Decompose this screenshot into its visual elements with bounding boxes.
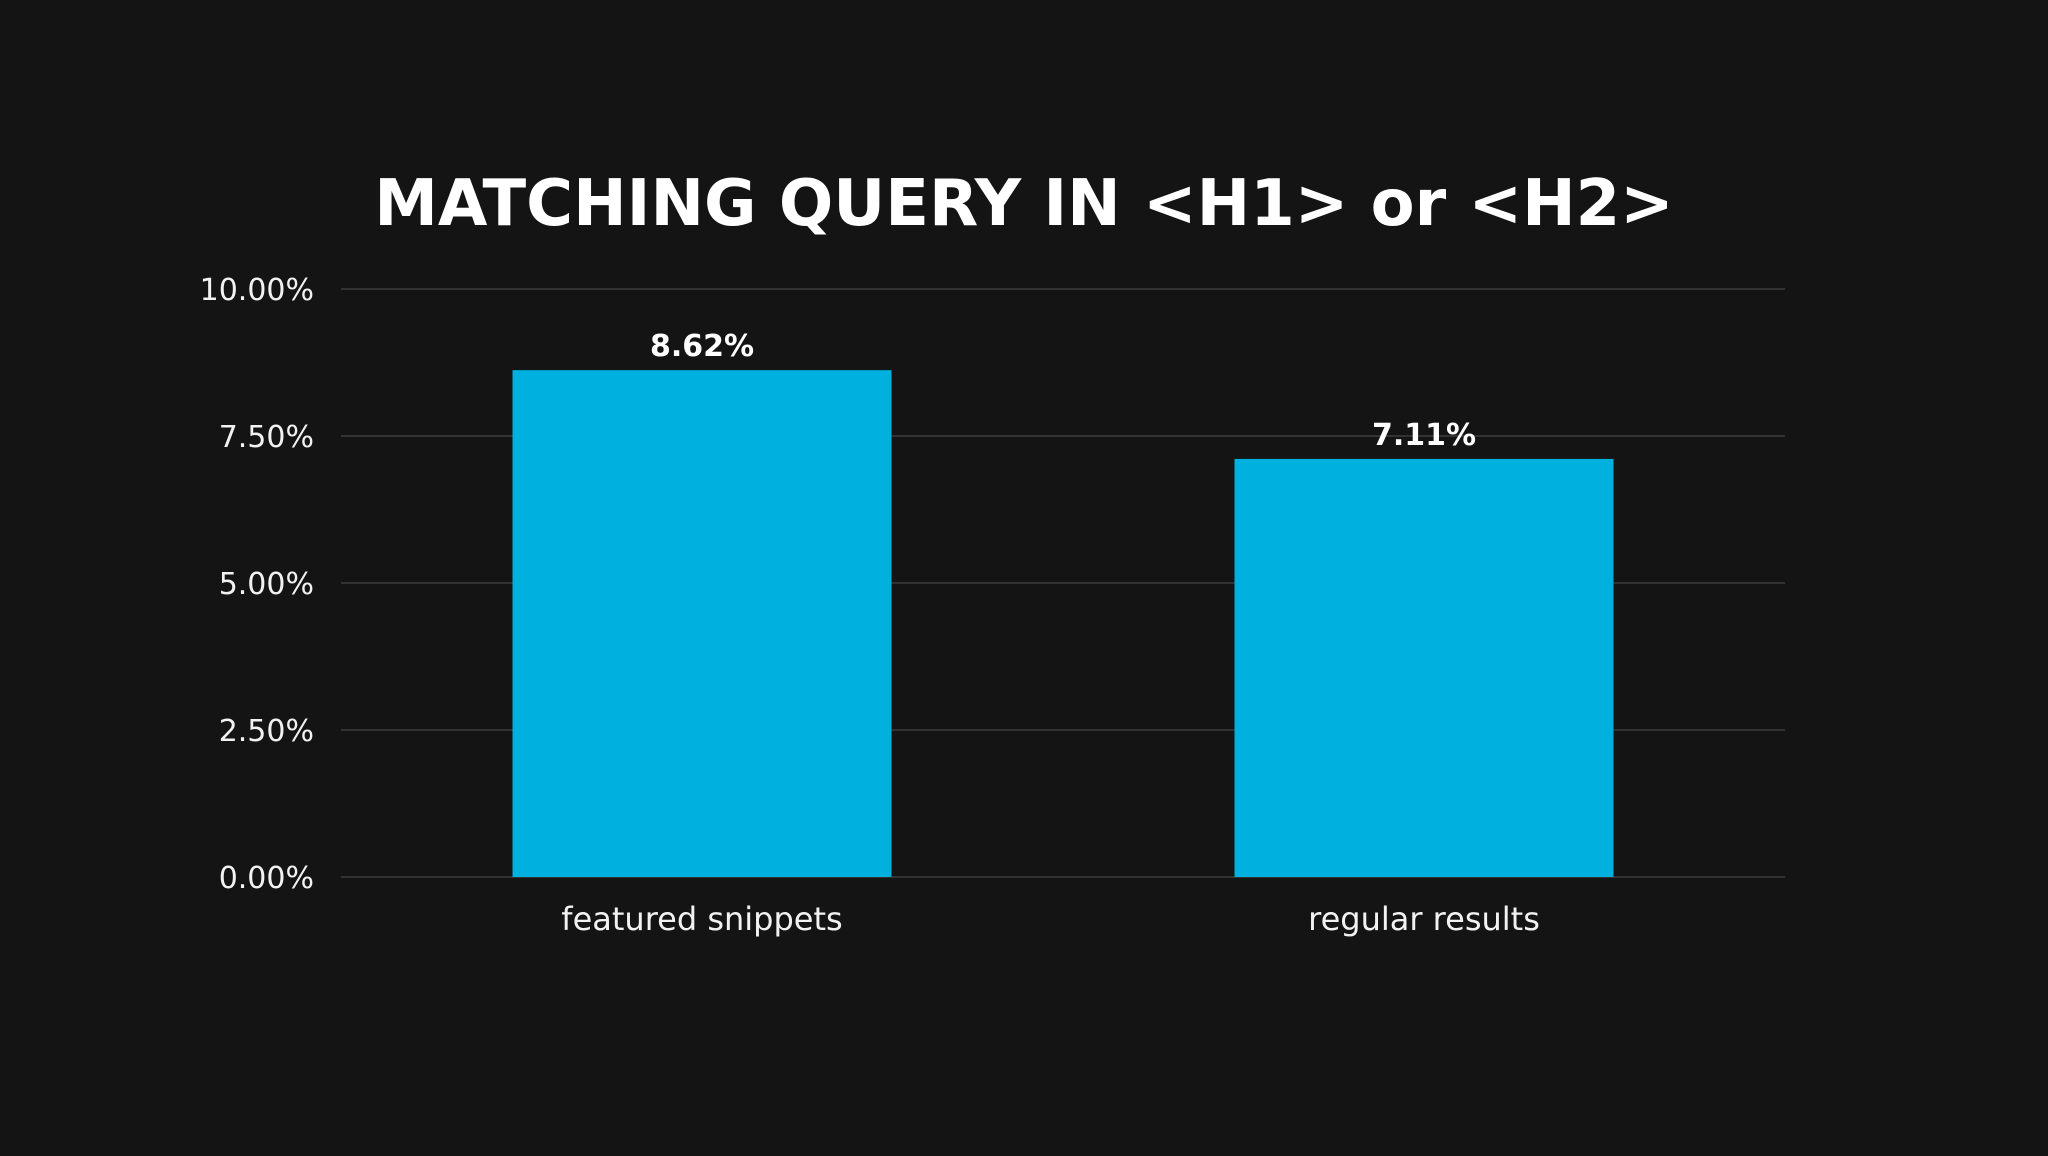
y-tick-label: 7.50%: [219, 420, 314, 455]
x-category-label: regular results: [1308, 900, 1540, 938]
data-labels: 8.62% 7.11%: [650, 329, 1476, 453]
x-category-label: featured snippets: [561, 900, 842, 938]
x-axis-category-labels: featured snippets regular results: [561, 900, 1540, 938]
bar: [512, 370, 892, 877]
y-tick-label: 5.00%: [219, 567, 314, 602]
y-tick-label: 2.50%: [219, 714, 314, 749]
bar: [1234, 458, 1614, 877]
bars: [512, 370, 1614, 877]
bar-data-label: 8.62%: [650, 329, 754, 364]
y-tick-label: 0.00%: [219, 861, 314, 896]
bar-data-label: 7.11%: [1372, 418, 1476, 453]
y-tick-label: 10.00%: [200, 273, 314, 308]
chart-title: MATCHING QUERY IN <H1> or <H2>: [374, 167, 1674, 241]
y-axis-tick-labels: 0.00% 2.50% 5.00% 7.50% 10.00%: [200, 273, 314, 896]
